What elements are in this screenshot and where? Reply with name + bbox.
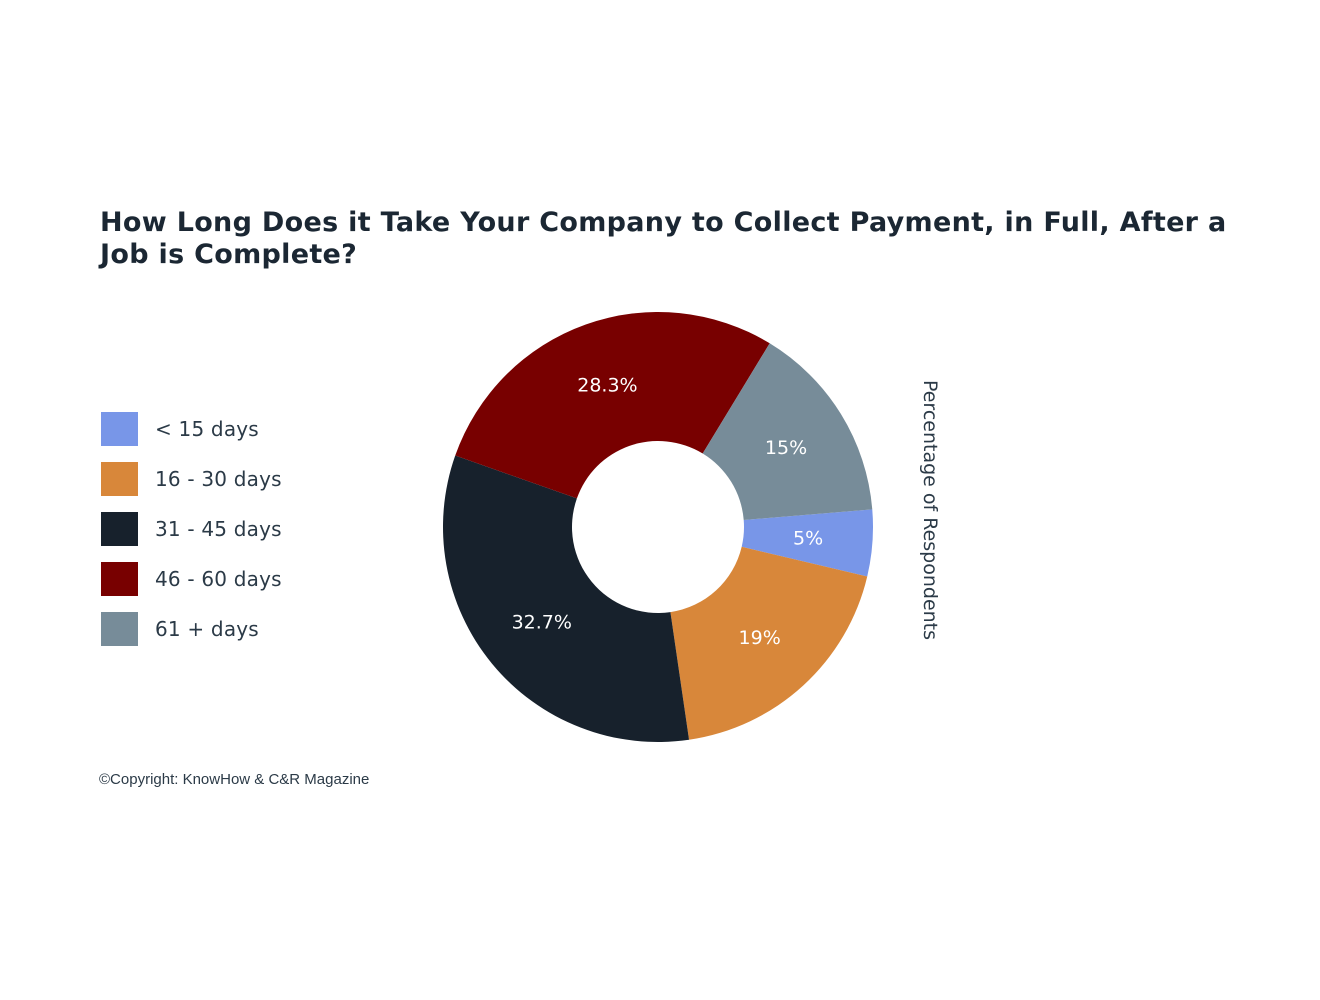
legend-label: 61 + days bbox=[155, 617, 259, 641]
legend-label: 31 - 45 days bbox=[155, 517, 282, 541]
slice-data-label: 5% bbox=[793, 527, 823, 549]
legend-item: < 15 days bbox=[101, 412, 282, 446]
legend-label: < 15 days bbox=[155, 417, 259, 441]
legend-swatch bbox=[101, 412, 138, 446]
legend-swatch bbox=[101, 512, 138, 546]
slice-data-label: 19% bbox=[739, 627, 781, 649]
slice-data-label: 15% bbox=[765, 437, 807, 459]
donut-slice bbox=[702, 343, 873, 520]
donut-slice bbox=[455, 312, 770, 499]
chart-title: How Long Does it Take Your Company to Co… bbox=[100, 207, 1227, 270]
legend-label: 16 - 30 days bbox=[155, 467, 282, 491]
legend-item: 31 - 45 days bbox=[101, 512, 282, 546]
legend-item: 46 - 60 days bbox=[101, 562, 282, 596]
legend-label: 46 - 60 days bbox=[155, 567, 282, 591]
slice-data-label: 32.7% bbox=[512, 612, 572, 634]
legend-swatch bbox=[101, 562, 138, 596]
donut-slice bbox=[443, 455, 690, 742]
legend-swatch bbox=[101, 612, 138, 646]
donut-slice bbox=[741, 509, 873, 577]
legend-item: 16 - 30 days bbox=[101, 462, 282, 496]
legend-item: 61 + days bbox=[101, 612, 282, 646]
donut-slice bbox=[670, 546, 868, 740]
chart-legend: < 15 days 16 - 30 days 31 - 45 days 46 - 60… bbox=[101, 412, 282, 662]
slice-data-label: 28.3% bbox=[577, 374, 637, 396]
copyright-notice: ©Copyright: KnowHow & C&R Magazine bbox=[99, 771, 370, 788]
legend-swatch bbox=[101, 462, 138, 496]
axis-label: Percentage of Respondents bbox=[919, 380, 941, 640]
